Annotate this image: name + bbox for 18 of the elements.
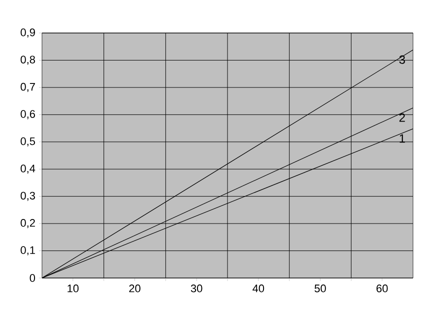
y-tick-label: 0,9 bbox=[20, 28, 35, 38]
y-tick-label: 0,1 bbox=[20, 246, 35, 256]
series-label: 2 bbox=[399, 113, 405, 122]
y-tick-label: 0,2 bbox=[20, 219, 35, 228]
y-tick-label: 0,6 bbox=[20, 110, 35, 120]
x-tick-label: 50 bbox=[314, 284, 326, 292]
x-tick-label: 20 bbox=[129, 284, 140, 292]
y-tick-label: 0,5 bbox=[20, 137, 36, 146]
x-tick-label: 60 bbox=[376, 284, 388, 292]
y-tick-label: 0,7 bbox=[20, 82, 35, 92]
y-tick-label: 0,4 bbox=[20, 164, 36, 174]
x-tick-label: 40 bbox=[252, 284, 264, 292]
x-tick-label: 10 bbox=[68, 284, 79, 292]
y-tick-label: 0 bbox=[30, 274, 36, 282]
x-tick-label: 30 bbox=[190, 284, 202, 292]
y-tick-label: 0,8 bbox=[20, 56, 35, 65]
series-label: 1 bbox=[400, 134, 405, 143]
y-tick-label: 0,3 bbox=[20, 192, 35, 201]
